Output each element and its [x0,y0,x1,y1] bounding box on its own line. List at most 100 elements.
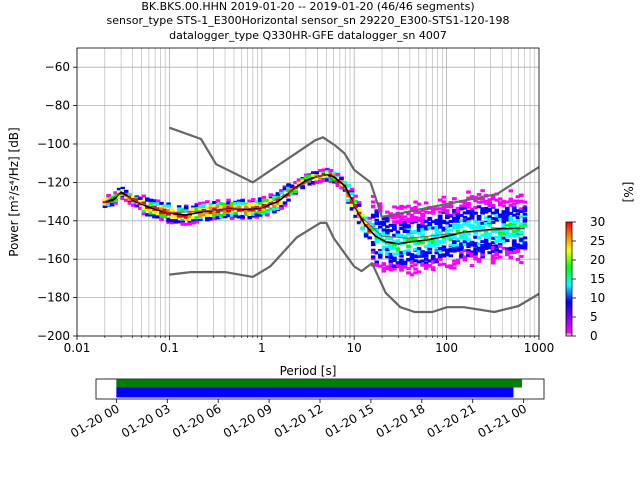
heatmap-cell [423,245,429,249]
heatmap-cell [191,221,196,225]
heatmap-cell [374,210,379,214]
heatmap-cell [138,206,143,210]
timeline-bar-data [116,379,522,388]
heatmap-cell [501,246,507,250]
heatmap-cell [445,221,450,225]
heatmap-cell [109,195,115,199]
heatmap-cell [452,219,457,223]
heatmap-cell [522,200,528,204]
heatmap-cell [438,210,443,214]
heatmap-cell [395,206,401,210]
heatmap-cell [215,205,221,209]
heatmap-cell [261,203,267,207]
heatmap-cell [159,204,164,208]
colorbar-ticks: 0 5 10 15 20 25 30 [572,215,605,343]
heatmap-cell [406,271,411,275]
heatmap-cell [452,243,457,247]
heatmap-cell [441,248,447,252]
heatmap-cell [402,218,408,222]
heatmap-cell [183,222,189,226]
heatmap-cell [176,214,182,218]
heatmap-cell [152,210,157,214]
heatmap-cell [438,263,443,267]
heatmap-cell [522,219,528,223]
heatmap-cell [268,194,274,198]
heatmap-cell [265,213,270,217]
heatmap-cell [268,198,274,202]
heatmap-cell [427,223,432,227]
colorbar-tick-label: 0 [590,329,598,343]
heatmap-cell [268,207,274,211]
heatmap-cell [505,239,510,243]
heatmap-cell [501,224,507,228]
heatmap-cell [152,205,157,209]
heatmap-cell [434,251,439,255]
heatmap-cell [328,177,334,181]
heatmap-cell [455,246,461,250]
heatmap-cell [476,246,482,250]
heatmap-cell [378,250,383,254]
heatmap-cell [254,213,260,217]
heatmap-cell [385,210,390,214]
heatmap-cell [191,216,196,220]
heatmap-cell [420,263,425,267]
heatmap-cell [448,243,454,247]
heatmap-cell [251,214,256,218]
heatmap-cell [395,239,401,243]
heatmap-cell [416,254,422,258]
heatmap-cell [490,211,496,215]
heatmap-cell [159,207,164,211]
colorbar-tick-label: 20 [590,253,605,267]
heatmap-cell [399,258,404,262]
heatmap-cell [483,208,489,212]
heatmap-cell [438,247,443,251]
heatmap-cell [127,197,133,201]
heatmap-cell [501,218,507,222]
heatmap-cell [349,187,355,191]
heatmap-cell [416,231,422,235]
heatmap-cell [480,253,485,257]
heatmap-cell [356,207,362,211]
heatmap-cell [339,177,344,181]
heatmap-cell [353,194,358,198]
heatmap-cell [420,212,425,216]
heatmap-cell [222,202,228,206]
heatmap-cell [501,210,507,214]
heatmap-cell [402,237,408,241]
heatmap-cell [212,207,217,211]
heatmap-cell [131,201,136,205]
heatmap-cell [392,264,397,268]
heatmap-cell [455,206,461,210]
heatmap-cell [378,248,383,252]
heatmap-cell [416,224,422,228]
heatmap-cell [370,255,376,259]
heatmap-cell [519,222,524,226]
heatmap-cell [420,218,425,222]
heatmap-cell [286,183,291,187]
heatmap-cell [402,224,408,228]
heatmap-cell [430,258,436,262]
heatmap-cell [254,202,260,206]
heatmap-cell [413,206,418,210]
heatmap-cell [459,225,464,229]
heatmap-cell [466,232,471,236]
heatmap-cell [254,215,260,219]
heatmap-cell [205,213,210,217]
heatmap-cell [487,219,492,223]
heatmap-cell [505,249,510,253]
heatmap-cell [187,220,192,224]
heatmap-cell [445,225,450,229]
heatmap-cell [434,258,439,262]
heatmap-cell [494,235,499,239]
colorbar: 0 5 10 15 20 25 30 [%] [565,182,635,343]
heatmap-cell [427,217,432,221]
heatmap-cell [385,252,390,256]
heatmap-cell [434,238,439,242]
heatmap-cell [296,181,302,185]
heatmap-cell [490,258,496,262]
heatmap-cell [113,199,118,203]
heatmap-cell [413,267,418,271]
heatmap-cell [332,180,337,184]
heatmap-cell [462,219,468,223]
heatmap-cell [480,240,485,244]
